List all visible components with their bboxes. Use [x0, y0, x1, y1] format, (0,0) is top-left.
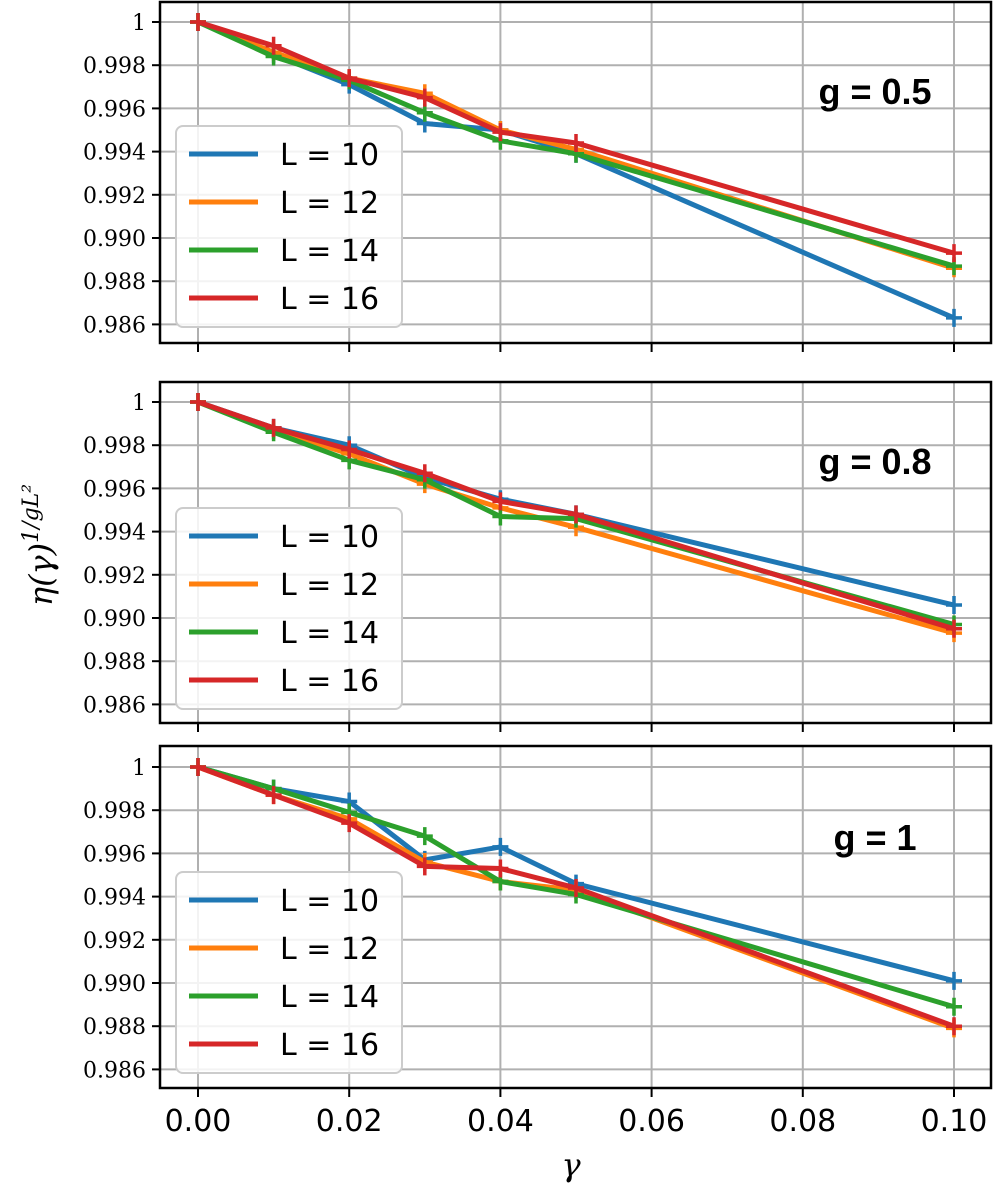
x-tick-label: 0.08 — [769, 1104, 836, 1139]
panel-label: g = 0.8 — [818, 441, 931, 482]
data-point-marker — [568, 133, 584, 152]
y-tick-label: 0.986 — [83, 693, 146, 718]
legend-label: L = 14 — [280, 234, 379, 269]
data-point-marker — [568, 878, 584, 897]
legend-label: L = 12 — [280, 186, 379, 221]
data-point-marker — [492, 859, 509, 878]
y-tick-label: 0.996 — [83, 477, 146, 502]
panel-label: g = 1 — [833, 817, 916, 858]
data-point-marker — [492, 123, 509, 142]
legend-label: L = 16 — [280, 664, 379, 699]
x-axis-label: γ — [561, 1146, 581, 1184]
panel-label: g = 0.5 — [818, 71, 931, 112]
y-tick-label: 0.988 — [83, 270, 146, 295]
y-tick-label: 0.990 — [83, 972, 146, 997]
data-point-marker — [946, 971, 962, 990]
y-tick-label: 0.996 — [83, 842, 146, 867]
data-point-marker — [416, 827, 433, 846]
y-axis-label: η(γ)1/gL² — [19, 484, 60, 606]
data-point-marker — [416, 464, 433, 483]
y-tick-label: 0.994 — [83, 141, 146, 166]
data-point-marker — [946, 1017, 962, 1036]
data-point-marker — [492, 492, 509, 511]
data-point-marker — [190, 758, 206, 776]
y-axis-label-base: η(γ) — [22, 543, 60, 606]
data-point-marker — [341, 440, 358, 459]
legend-label: L = 14 — [280, 980, 379, 1015]
legend-label: L = 14 — [280, 616, 379, 651]
legend-box — [175, 125, 403, 328]
data-point-marker — [946, 596, 962, 615]
legend-label: L = 16 — [280, 282, 379, 317]
y-tick-label: 1 — [132, 756, 146, 781]
y-tick-label: 0.992 — [83, 184, 146, 209]
y-tick-label: 0.996 — [83, 97, 146, 122]
y-tick-label: 0.990 — [83, 607, 146, 632]
legend-label: L = 10 — [280, 884, 379, 919]
y-tick-label: 0.994 — [83, 886, 146, 911]
y-tick-label: 0.990 — [83, 227, 146, 252]
panel-3: 1 0.998 0.996 0.994 0.992 0.990 0.988 0.986 L = … — [83, 744, 993, 1097]
x-tick-label: 0.04 — [467, 1104, 534, 1139]
y-tick-label: 0.992 — [83, 929, 146, 954]
y-tick-label: 0.994 — [83, 521, 146, 546]
x-tick-label: 0.02 — [316, 1104, 383, 1139]
data-point-marker — [190, 13, 206, 31]
data-point-marker — [190, 393, 206, 411]
data-point-marker — [946, 308, 962, 327]
data-point-marker — [568, 505, 584, 524]
y-tick-label: 0.998 — [83, 54, 146, 79]
legend: L = 10 L = 12 L = 14 L = 16 — [175, 871, 403, 1074]
data-point-marker — [416, 103, 433, 122]
data-point-marker — [341, 69, 358, 88]
y-tick-label: 0.988 — [83, 650, 146, 675]
y-tick-label: 0.988 — [83, 1015, 146, 1040]
axes-frame — [158, 0, 993, 345]
y-tick-label: 0.986 — [83, 1058, 146, 1083]
y-tick-label: 0.986 — [83, 313, 146, 338]
x-tick-label: 0.06 — [618, 1104, 685, 1139]
legend-box — [175, 871, 403, 1074]
y-tick-label: 1 — [132, 391, 146, 416]
panel-2: 1 0.998 0.996 0.994 0.992 0.990 0.988 0.986 L = … — [83, 380, 993, 732]
y-tick-label: 0.998 — [83, 434, 146, 459]
data-point-marker — [416, 88, 433, 107]
legend: L = 10 L = 12 L = 14 L = 16 — [175, 507, 403, 710]
y-tick-label: 0.992 — [83, 564, 146, 589]
data-point-marker — [946, 244, 962, 263]
legend-label: L = 10 — [280, 520, 379, 555]
legend-label: L = 12 — [280, 568, 379, 603]
data-point-marker — [341, 814, 358, 833]
y-tick-label: 1 — [132, 11, 146, 36]
legend-label: L = 10 — [280, 138, 379, 173]
data-point-marker — [265, 786, 282, 805]
data-point-marker — [946, 997, 962, 1016]
data-point-marker — [492, 507, 509, 526]
legend-label: L = 12 — [280, 932, 379, 967]
legend-box — [175, 507, 403, 710]
x-tick-label: 0.00 — [165, 1104, 232, 1139]
data-point-marker — [416, 857, 433, 876]
axes-frame — [158, 380, 993, 725]
data-point-marker — [946, 619, 962, 638]
data-point-marker — [265, 36, 282, 55]
y-tick-label: 0.998 — [83, 799, 146, 824]
legend: L = 10 L = 12 L = 14 L = 16 — [175, 125, 403, 328]
axes-frame — [158, 744, 993, 1090]
y-axis-label-exponent: 1/gL² — [19, 484, 44, 543]
x-tick-label: 0.10 — [921, 1104, 988, 1139]
data-point-marker — [265, 418, 282, 437]
panel-1: 1 0.998 0.996 0.994 0.992 0.990 0.988 0.986 L = … — [83, 0, 993, 352]
data-point-marker — [492, 837, 509, 856]
legend-label: L = 16 — [280, 1028, 379, 1063]
